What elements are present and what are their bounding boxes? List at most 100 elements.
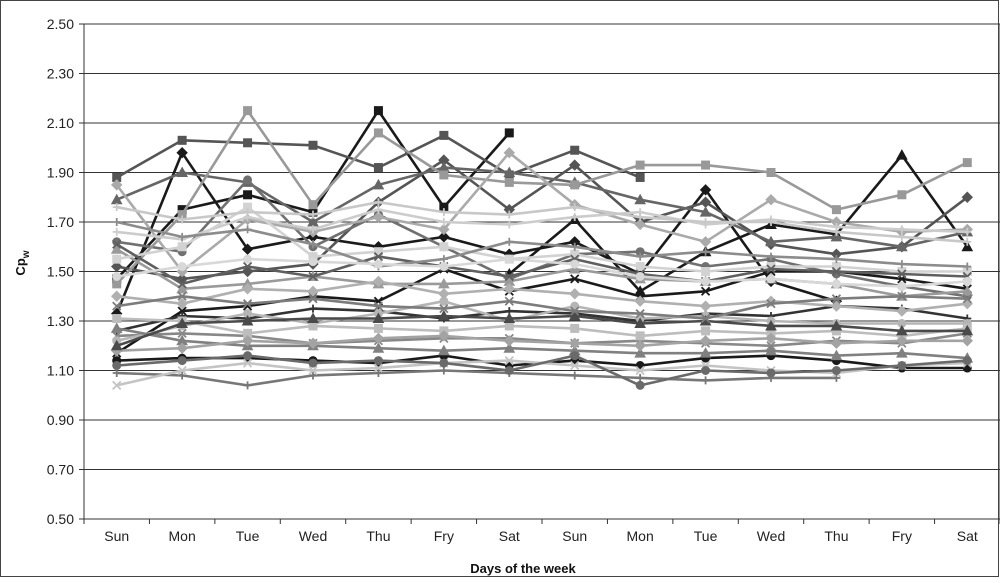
data-point xyxy=(439,218,448,226)
data-point xyxy=(176,282,188,294)
series-line xyxy=(116,280,968,313)
data-point xyxy=(112,218,121,226)
data-point xyxy=(307,337,319,349)
x-tick-label: Wed xyxy=(299,528,328,544)
data-point xyxy=(963,227,972,236)
data-point xyxy=(570,259,580,269)
series-line xyxy=(116,158,969,281)
series-line xyxy=(116,257,968,288)
series-line xyxy=(116,220,968,268)
data-point xyxy=(503,312,516,324)
data-point xyxy=(503,166,516,177)
data-point xyxy=(308,321,318,331)
series-line xyxy=(116,369,837,387)
data-point xyxy=(504,355,514,366)
data-point xyxy=(373,301,384,311)
y-tick-label: 1.30 xyxy=(47,313,74,329)
data-point xyxy=(504,321,514,331)
data-point xyxy=(241,283,254,295)
series-line xyxy=(116,327,968,360)
data-point xyxy=(765,332,777,345)
data-point xyxy=(699,206,712,217)
data-point xyxy=(438,330,450,342)
data-point xyxy=(830,230,843,242)
data-point xyxy=(569,159,581,171)
series-line xyxy=(116,205,968,273)
data-point xyxy=(373,106,383,116)
x-tick-label: Fry xyxy=(434,528,454,544)
data-point xyxy=(177,262,187,272)
data-point xyxy=(961,191,973,203)
data-point xyxy=(439,255,448,264)
data-point xyxy=(439,242,449,252)
data-point xyxy=(765,344,777,356)
data-point xyxy=(635,160,645,170)
x-tick-label: Tue xyxy=(236,528,260,544)
data-point xyxy=(308,294,318,304)
data-point xyxy=(766,262,776,272)
y-tick-labels: 0.50 0.70 0.90 1.10 1.30 1.50 1.70 1.90 2.10 2.30… xyxy=(47,16,74,527)
data-point xyxy=(374,198,383,207)
data-point xyxy=(242,299,253,309)
data-point xyxy=(701,276,711,286)
x-tick-label: Sun xyxy=(562,528,587,544)
y-tick-label: 1.70 xyxy=(47,214,74,230)
data-point xyxy=(308,257,318,267)
data-point xyxy=(243,175,253,185)
data-point xyxy=(830,337,843,349)
data-point xyxy=(570,274,580,284)
data-point xyxy=(830,300,843,312)
y-axis-title-main: Cp xyxy=(13,258,28,275)
series-line xyxy=(508,153,969,293)
data-point xyxy=(570,323,580,333)
series-line xyxy=(115,151,968,273)
data-point xyxy=(699,347,712,358)
data-point xyxy=(438,288,450,300)
data-point xyxy=(505,210,514,219)
series-13 xyxy=(112,106,972,289)
data-point xyxy=(634,317,646,328)
x-tick-label: Thu xyxy=(824,528,848,544)
data-point xyxy=(243,351,253,361)
data-point xyxy=(373,323,383,333)
data-point xyxy=(110,339,123,351)
data-point xyxy=(701,376,710,385)
y-tick-label: 2.30 xyxy=(47,66,74,82)
series-line xyxy=(116,243,968,286)
data-point xyxy=(177,279,187,289)
data-point xyxy=(569,337,581,349)
x-tick-label: Sat xyxy=(957,528,978,544)
data-point xyxy=(963,262,972,271)
data-point xyxy=(243,225,252,234)
y-tick-label: 1.10 xyxy=(47,363,74,379)
data-point xyxy=(110,322,123,333)
data-point xyxy=(111,260,123,273)
data-point xyxy=(830,349,843,361)
data-point xyxy=(307,312,319,324)
data-point xyxy=(372,211,385,223)
data-point xyxy=(177,291,187,301)
data-point xyxy=(439,208,448,217)
data-point xyxy=(896,324,908,336)
data-point xyxy=(634,347,646,358)
data-point xyxy=(374,205,383,214)
series-22 xyxy=(112,351,972,390)
data-point xyxy=(767,218,775,226)
data-point xyxy=(504,271,514,282)
data-point xyxy=(570,213,579,222)
data-point xyxy=(242,358,253,368)
series-line xyxy=(116,208,968,241)
data-point xyxy=(504,296,514,306)
data-point xyxy=(308,365,318,376)
data-point xyxy=(634,340,646,352)
data-point xyxy=(438,277,450,289)
data-point xyxy=(177,328,187,339)
series-30 xyxy=(112,198,972,246)
data-point xyxy=(504,254,514,264)
data-point xyxy=(897,281,907,291)
data-point xyxy=(308,271,318,282)
data-point xyxy=(372,312,385,324)
data-point xyxy=(896,347,908,358)
data-point xyxy=(701,247,710,256)
data-point xyxy=(438,344,450,356)
